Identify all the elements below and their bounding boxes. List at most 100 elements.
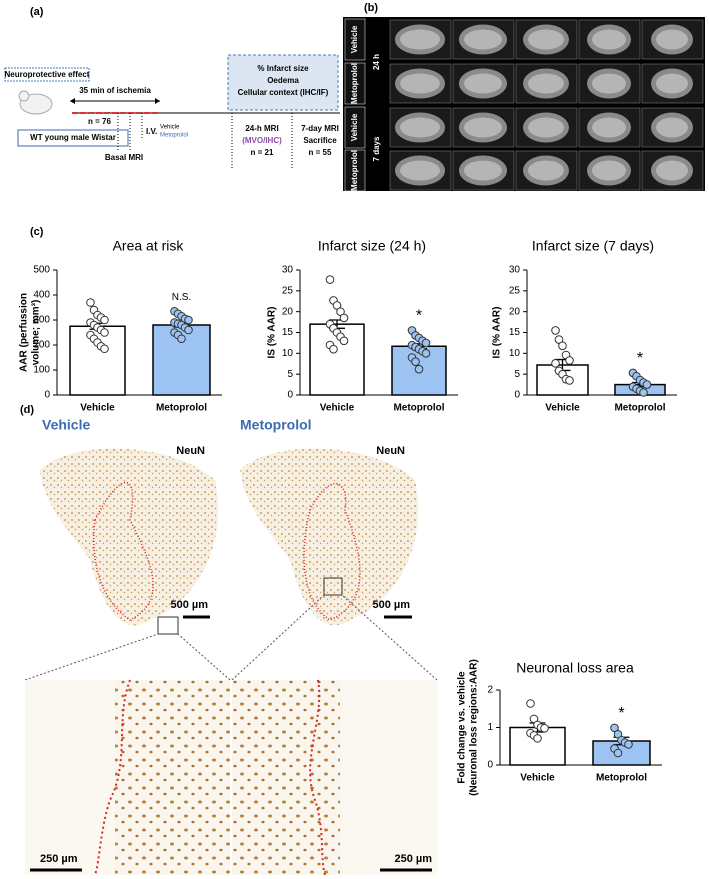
data-point [610, 723, 619, 733]
annotation: * [637, 350, 643, 367]
x-tick-label: Vehicle [545, 403, 580, 414]
zoom-image [340, 680, 437, 875]
x-tick-label: Vehicle [320, 403, 355, 414]
label: (MVO/IHC) [242, 136, 282, 145]
brain [400, 117, 440, 138]
chart-title: Area at risk [113, 238, 185, 254]
row-label: Metoprolol [350, 63, 359, 104]
annotation: * [618, 705, 624, 722]
label: Oedema [267, 76, 299, 85]
scale-label: 500 µm [170, 599, 208, 611]
data-point [411, 357, 420, 366]
x-tick-label: Metoprolol [596, 773, 647, 784]
y-tick-label: 500 [33, 265, 50, 276]
brain [464, 73, 502, 94]
y-tick-label: 0 [287, 390, 293, 401]
y-tick-label: 10 [282, 348, 294, 359]
y-tick-label: 0 [44, 390, 50, 401]
group-label: Metoprolol [240, 417, 312, 433]
y-axis-label: IS (% AAR) [492, 307, 503, 359]
brain [464, 117, 502, 138]
panel-label: (d) [20, 404, 34, 416]
row-label: Vehicle [350, 25, 359, 53]
mri-grid: Vehicle Metoprolol Vehicle Metoprolol 24 h 7 … [344, 18, 704, 192]
panel-label: (a) [30, 6, 44, 18]
y-tick-label: 5 [514, 369, 520, 380]
y-tick-label: 0 [514, 390, 520, 401]
y-axis-label: (Neuronal loss regions:AAR) [469, 659, 480, 796]
data-point [558, 341, 567, 351]
y-tick-label: 30 [282, 265, 294, 276]
label: Basal MRI [105, 153, 143, 162]
row-strip [344, 62, 366, 105]
zoom-image [25, 680, 115, 875]
rat-icon [18, 90, 30, 102]
outline [93, 481, 154, 621]
row-label: Metoprolol [350, 150, 359, 191]
label: n = 55 [309, 148, 332, 157]
label: Neuroprotective effect [5, 70, 90, 79]
stain-label: NeuN [176, 445, 205, 457]
data-point [551, 326, 560, 335]
data-point [100, 344, 109, 354]
panel-label: (b) [364, 2, 378, 14]
x-tick-label: Metoprolol [614, 403, 665, 414]
scale-label: 250 µm [394, 853, 432, 865]
data-point [329, 344, 338, 354]
brain [464, 29, 502, 50]
brain [656, 29, 688, 50]
brain-section [40, 448, 219, 626]
data-point [100, 315, 109, 325]
zoom-line [341, 594, 438, 681]
group-label: Vehicle [42, 417, 90, 433]
y-axis-label: AAR (perfussion [19, 293, 30, 372]
label: WT young male Wistar [30, 133, 116, 142]
y-tick-label: 10 [509, 348, 521, 359]
y-tick-label: 25 [282, 285, 294, 296]
chart-title: Neuronal loss area [516, 660, 634, 676]
y-tick-label: 15 [509, 327, 521, 338]
y-axis-label: IS (% AAR) [267, 307, 278, 359]
brain [528, 73, 564, 94]
y-tick-label: 400 [33, 290, 50, 301]
data-point [86, 298, 95, 307]
data-point [551, 359, 560, 368]
row-label: Vehicle [350, 113, 359, 141]
y-tick-label: 20 [509, 306, 521, 317]
label: 35 min of ischemia [79, 86, 151, 95]
x-tick-label: Metoprolol [156, 403, 207, 414]
data-point [414, 364, 424, 374]
data-point [421, 338, 431, 348]
row-strip [344, 149, 366, 192]
y-tick-label: 25 [509, 285, 521, 296]
data-point [533, 734, 542, 743]
data-point [639, 388, 648, 397]
data-point [177, 334, 186, 344]
label: Vehicle [160, 125, 180, 131]
data-point [526, 699, 535, 708]
brain-section [240, 448, 419, 626]
group-label: 7 days [372, 136, 381, 161]
data-point [184, 325, 193, 335]
brain [528, 117, 564, 138]
stain-label: NeuN [376, 445, 405, 457]
box [17, 129, 129, 147]
y-tick-label: 30 [509, 265, 521, 276]
scale-label: 500 µm [372, 599, 410, 611]
brain [400, 73, 440, 94]
chart-title: Infarct size (7 days) [532, 238, 654, 254]
data-point [642, 380, 652, 389]
outline [309, 679, 326, 876]
panel-label: (c) [30, 226, 44, 238]
data-point [624, 740, 633, 749]
y-tick-label: 200 [33, 340, 50, 351]
y-tick-label: 100 [33, 365, 50, 376]
x-tick-label: Vehicle [520, 773, 555, 784]
data-point [339, 336, 349, 346]
y-tick-label: 0 [487, 760, 493, 771]
brain [592, 117, 626, 138]
brain [592, 73, 626, 94]
label: n = 21 [251, 148, 274, 157]
charts: Area at risk AAR (perfussion volume; mm³) 0… [19, 238, 677, 796]
